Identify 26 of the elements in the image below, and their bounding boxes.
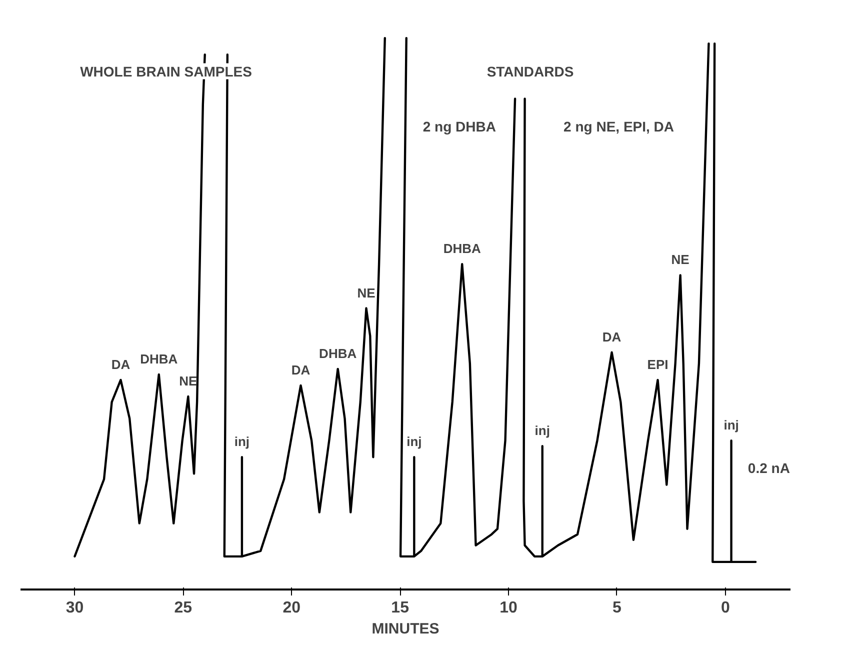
annotation: 0.2 nA <box>748 460 790 476</box>
x-tick-label: 25 <box>174 600 192 616</box>
annotation: NE <box>357 285 376 300</box>
annotation: DA <box>111 356 131 372</box>
annotation: DA <box>291 362 311 378</box>
annotation: DA <box>602 329 622 344</box>
annotation: 2 ng DHBA <box>422 118 496 134</box>
annotation: inj <box>234 434 250 450</box>
annotation: WHOLE BRAIN SAMPLES <box>80 63 252 80</box>
annotation: DHBA <box>443 241 482 256</box>
annotation: inj <box>724 418 739 433</box>
x-tick-label: 15 <box>391 600 410 616</box>
x-axis-title: MINUTES <box>372 620 440 638</box>
x-tick-label: 5 <box>612 600 622 616</box>
x-tick-label: 10 <box>500 600 518 616</box>
annotation: inj <box>406 434 422 450</box>
annotation: DHBA <box>140 351 178 366</box>
annotation: STANDARDS <box>486 63 574 80</box>
x-tick-label: 20 <box>282 600 301 616</box>
annotation: EPI <box>647 356 668 372</box>
x-tick-label: 0 <box>720 600 730 616</box>
annotation: inj <box>534 423 550 438</box>
annotation: NE <box>671 252 690 268</box>
annotation: 2 ng NE, EPI, DA <box>564 118 674 134</box>
annotation: DHBA <box>319 346 358 361</box>
x-tick-label: 30 <box>66 600 84 616</box>
